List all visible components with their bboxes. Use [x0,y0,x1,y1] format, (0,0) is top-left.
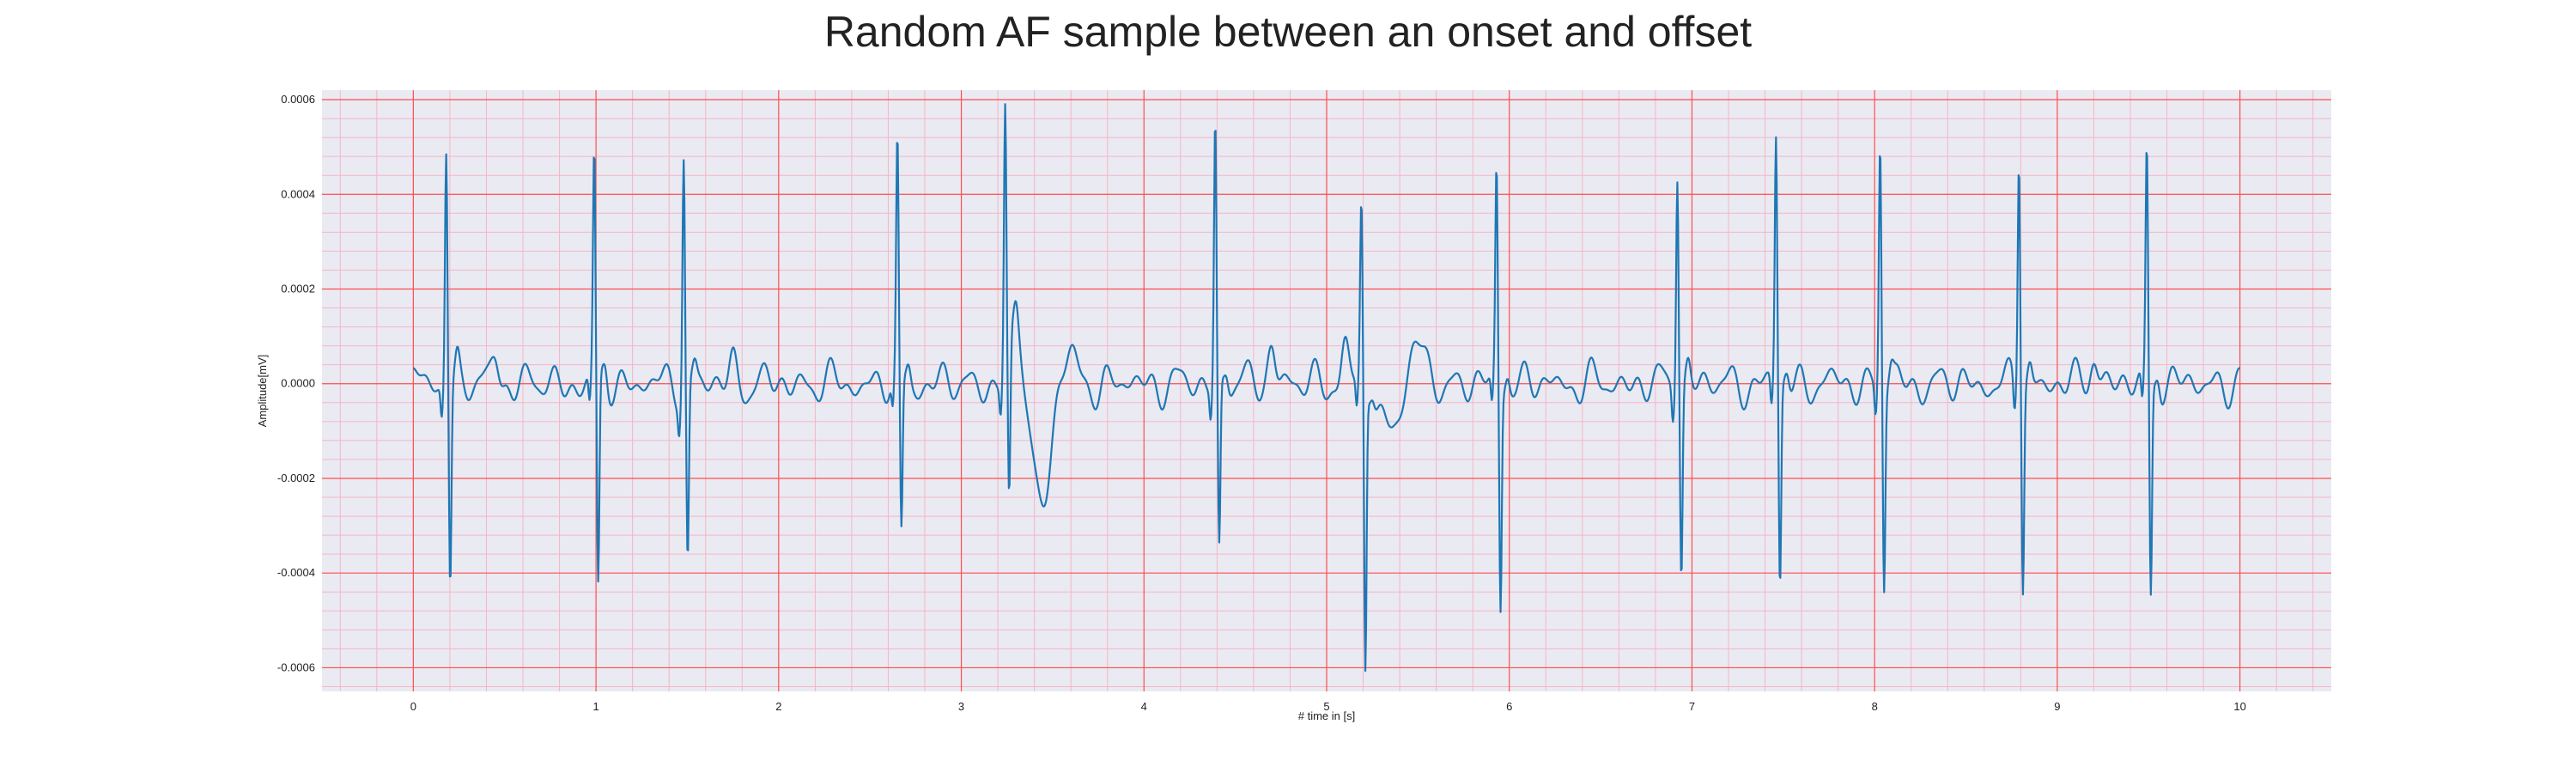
x-tick-label: 10 [2233,700,2245,713]
x-tick-label: 9 [2054,700,2060,713]
x-tick-label: 4 [1141,700,1147,713]
x-tick-label: 0 [410,700,416,713]
y-tick-labels: 0.0006 0.0004 0.0002 0.0000 -0.0002 -0.0004 -0… [277,93,315,673]
x-axis-label: # time in [s] [1298,709,1355,722]
x-tick-label: 2 [775,700,781,713]
chart-title: Random AF sample between an onset and of… [823,8,1753,56]
y-tick-label: 0.0002 [281,282,315,295]
y-axis-label: Amplitude[mV] [256,355,269,428]
y-tick-label: -0.0006 [277,660,315,673]
x-tick-label: 1 [592,700,598,713]
y-tick-label: 0.0006 [281,93,315,106]
x-tick-labels: 0 1 2 3 4 5 6 7 8 9 10 [410,700,2246,713]
x-tick-label: 8 [1872,700,1878,713]
y-tick-label: -0.0002 [277,472,315,484]
series-line-ecg [412,103,2240,673]
y-tick-label: -0.0004 [277,566,315,579]
x-tick-label: 3 [958,700,964,713]
x-tick-label: 7 [1689,700,1695,713]
x-tick-label: 6 [1506,700,1512,713]
x-tick-label: 5 [1323,700,1329,713]
y-tick-label: 0.0000 [281,377,315,390]
y-tick-label: 0.0004 [281,187,315,200]
